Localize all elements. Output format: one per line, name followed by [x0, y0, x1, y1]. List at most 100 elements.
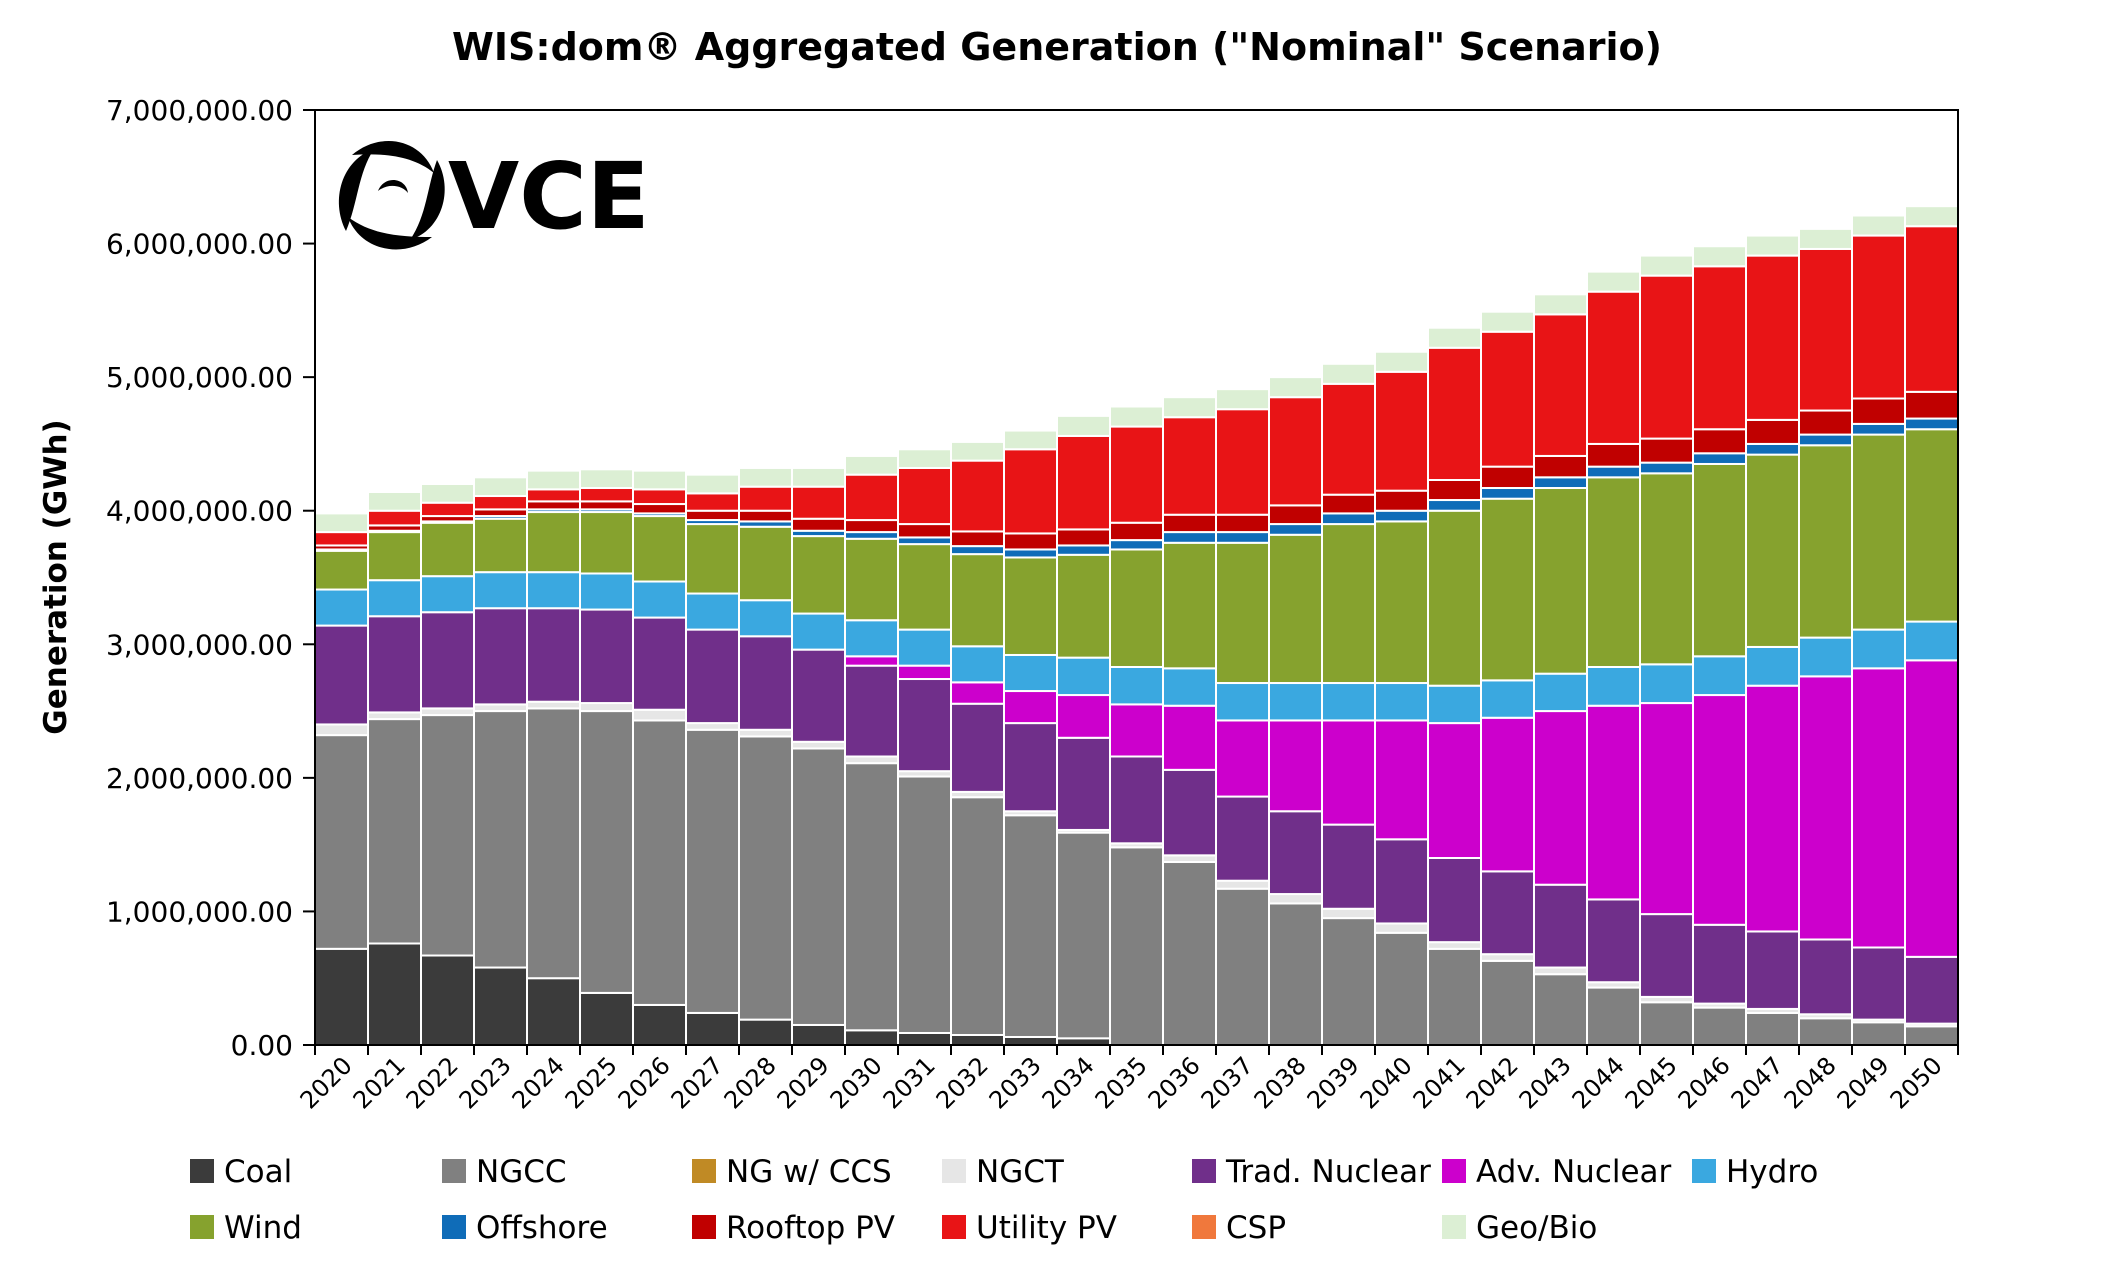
bar-segment-ngcc-2027	[685, 728, 740, 1014]
bar-segment-offshore-2043	[1533, 476, 1588, 490]
bar-segment-geo-bio-2038	[1268, 376, 1323, 399]
bar-segment-geo-bio-2030	[844, 454, 899, 476]
bar-segment-wind-2027	[685, 523, 740, 595]
bar-segment-utility-pv-2031	[897, 466, 952, 526]
bar-segment-utility-pv-2021	[367, 509, 422, 527]
bar-segment-ngct-2024	[526, 700, 581, 710]
bar-segment-coal-2024	[526, 977, 581, 1047]
bar-segment-hydro-2024	[526, 571, 581, 610]
bar-segment-adv-nuclear-2037	[1215, 719, 1270, 798]
bar-segment-rooftop-pv-2031	[897, 523, 952, 539]
bar-segment-utility-pv-2043	[1533, 313, 1588, 457]
bar-segment-hydro-2027	[685, 592, 740, 631]
bar-segment-ngct-2041	[1427, 941, 1482, 950]
bar-segment-trad-nuclear-2026	[632, 616, 687, 711]
legend-label: Adv. Nuclear	[1476, 1154, 1672, 1190]
bar-segment-wind-2045	[1639, 472, 1694, 666]
bar-segment-utility-pv-2024	[526, 488, 581, 503]
bar-segment-ngcc-2040	[1374, 931, 1429, 1046]
bar-segment-ngcc-2042	[1480, 959, 1535, 1046]
bar-segment-geo-bio-2046	[1692, 245, 1747, 268]
bar-segment-utility-pv-2022	[420, 501, 475, 518]
bar-segment-coal-2020	[314, 947, 369, 1047]
legend-swatch	[942, 1215, 966, 1239]
bar-segment-coal-2025	[579, 991, 634, 1046]
bar-segment-geo-bio-2048	[1798, 227, 1853, 250]
legend-label: NG w/ CCS	[726, 1154, 892, 1190]
bar-segment-ngcc-2044	[1586, 986, 1641, 1046]
bar-segment-rooftop-pv-2044	[1586, 442, 1641, 468]
bar-segment-trad-nuclear-2038	[1268, 810, 1323, 896]
bar-segment-utility-pv-2032	[950, 459, 1005, 533]
bar-segment-geo-bio-2028	[738, 466, 793, 488]
bar-segment-wind-2024	[526, 511, 581, 574]
bar-segment-ngcc-2046	[1692, 1006, 1747, 1046]
bar-segment-rooftop-pv-2026	[632, 503, 687, 515]
bar-segment-wind-2044	[1586, 476, 1641, 668]
bar-segment-ngct-2030	[844, 755, 899, 765]
bar-segment-hydro-2038	[1268, 682, 1323, 722]
bar-segment-adv-nuclear-2032	[950, 681, 1005, 705]
bar-segment-hydro-2044	[1586, 665, 1641, 707]
bar-segment-rooftop-pv-2047	[1745, 418, 1800, 445]
bar-segment-rooftop-pv-2049	[1851, 397, 1906, 425]
bar-segment-adv-nuclear-2038	[1268, 719, 1323, 813]
bar-segment-trad-nuclear-2048	[1798, 938, 1853, 1016]
bar-segment-hydro-2046	[1692, 655, 1747, 697]
bar-segment-hydro-2028	[738, 599, 793, 638]
bar-segment-hydro-2043	[1533, 672, 1588, 713]
bar-segment-offshore-2044	[1586, 465, 1641, 479]
bar-segment-ngcc-2032	[950, 796, 1005, 1036]
bar-segment-rooftop-pv-2041	[1427, 478, 1482, 502]
bar-segment-coal-2029	[791, 1023, 846, 1046]
bar-segment-trad-nuclear-2041	[1427, 857, 1482, 944]
bar-segment-geo-bio-2037	[1215, 388, 1270, 411]
bar-segment-wind-2025	[579, 511, 634, 575]
bar-segment-ngct-2020	[314, 723, 369, 737]
bar-segment-rooftop-pv-2050	[1904, 390, 1959, 420]
swirl-icon	[338, 141, 445, 250]
y-axis-label: Generation (GWh)	[38, 419, 74, 734]
bar-segment-hydro-2025	[579, 572, 634, 611]
bar-segment-utility-pv-2047	[1745, 254, 1800, 421]
bar-segment-wind-2035	[1109, 548, 1164, 668]
bar-segment-utility-pv-2050	[1904, 225, 1959, 393]
bar-segment-trad-nuclear-2021	[367, 615, 422, 714]
bar-segment-utility-pv-2044	[1586, 290, 1641, 445]
bar-segment-wind-2033	[1003, 556, 1058, 656]
bar-segment-ngcc-2031	[897, 775, 952, 1034]
bar-segment-geo-bio-2045	[1639, 254, 1694, 277]
bar-segment-offshore-2048	[1798, 433, 1853, 447]
bar-segment-utility-pv-2030	[844, 473, 899, 522]
bar-segment-rooftop-pv-2040	[1374, 489, 1429, 512]
legend-label: Hydro	[1726, 1154, 1818, 1190]
bar-segment-geo-bio-2026	[632, 469, 687, 491]
bar-segment-hydro-2037	[1215, 682, 1270, 722]
bar-segment-geo-bio-2020	[314, 512, 369, 534]
bar-segment-utility-pv-2039	[1321, 382, 1376, 496]
bar-segment-wind-2040	[1374, 520, 1429, 685]
bar-segment-offshore-2036	[1162, 531, 1217, 544]
y-tick-label: 6,000,000.00	[106, 228, 293, 261]
legend-label: Rooftop PV	[726, 1210, 895, 1246]
bar-segment-geo-bio-2040	[1374, 350, 1429, 373]
bar-segment-trad-nuclear-2046	[1692, 923, 1747, 1005]
bar-segment-ngcc-2024	[526, 707, 581, 980]
bar-segment-ngcc-2035	[1109, 846, 1164, 1046]
legend-label: Wind	[224, 1210, 302, 1246]
bar-segment-rooftop-pv-2023	[473, 508, 528, 518]
legend-swatch	[190, 1159, 214, 1183]
bar-segment-wind-2021	[367, 531, 422, 582]
bar-segment-wind-2032	[950, 553, 1005, 648]
bar-segment-trad-nuclear-2033	[1003, 722, 1058, 813]
bar-segment-ngcc-2023	[473, 710, 528, 969]
bar-segment-trad-nuclear-2044	[1586, 898, 1641, 984]
bar-segment-coal-2023	[473, 966, 528, 1047]
bar-segment-coal-2022	[420, 954, 475, 1047]
legend-label: Utility PV	[976, 1210, 1117, 1246]
bar-segment-utility-pv-2033	[1003, 448, 1058, 535]
bar-segment-trad-nuclear-2039	[1321, 823, 1376, 910]
bar-segment-trad-nuclear-2029	[791, 648, 846, 743]
bar-segment-geo-bio-2041	[1427, 326, 1482, 349]
bar-segment-adv-nuclear-2049	[1851, 667, 1906, 949]
